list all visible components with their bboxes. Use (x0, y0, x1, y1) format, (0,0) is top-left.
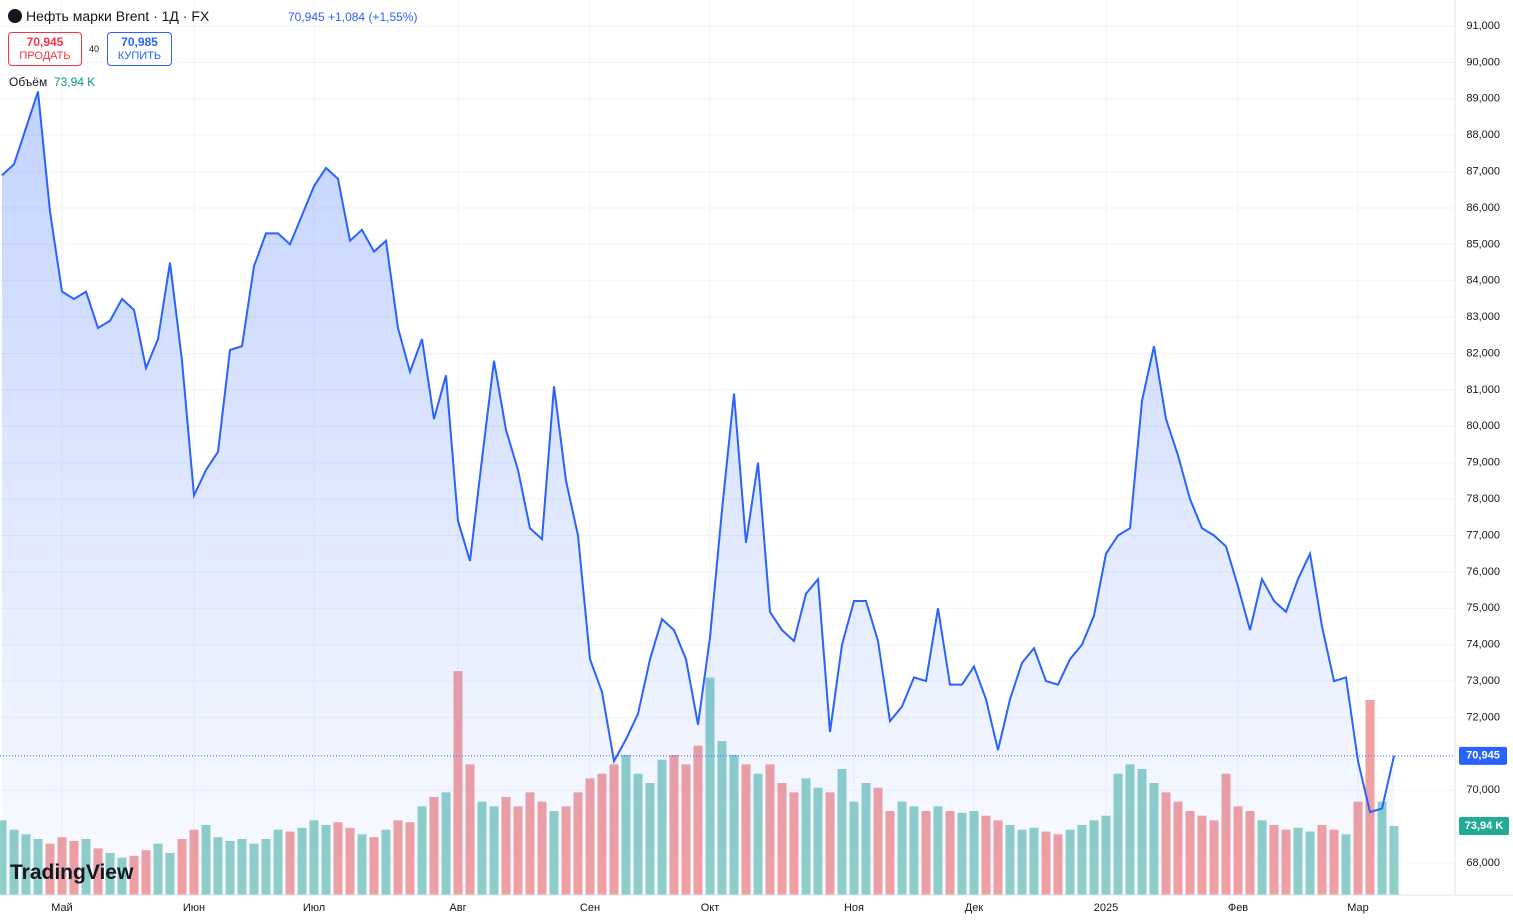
area-fill (2, 91, 1394, 896)
y-tick-label: 76,000 (1466, 566, 1500, 578)
sell-price: 70,945 (26, 35, 64, 49)
volume-title: Объём (9, 75, 48, 89)
y-tick-label: 73,000 (1466, 675, 1500, 687)
y-tick-label: 68,000 (1466, 857, 1500, 869)
price: 70,945 (288, 10, 325, 24)
y-tick-label: 75,000 (1466, 602, 1500, 614)
x-tick-label: Июн (183, 902, 205, 914)
y-tick-label: 74,000 (1466, 639, 1500, 651)
brand: TradingView (10, 861, 133, 885)
volume-bar (1365, 700, 1375, 895)
y-tick-label: 78,000 (1466, 493, 1500, 505)
y-tick-label: 86,000 (1466, 202, 1500, 214)
y-tick-label: 89,000 (1466, 93, 1500, 105)
y-tick-label: 70,000 (1466, 784, 1500, 796)
y-tick-label: 72,000 (1466, 711, 1500, 723)
x-tick-label: Дек (965, 902, 984, 914)
spread: 40 (89, 44, 100, 54)
last-price-tag (1459, 746, 1507, 765)
volume-legend: Объём 73,94 K (9, 75, 95, 89)
buy-price: 70,985 (121, 35, 158, 49)
sell-button[interactable]: 70,945 ПРОДАТЬ (8, 32, 82, 66)
x-tick-label: Ноя (844, 902, 864, 914)
symbol-title[interactable]: Нефть марки Brent · 1Д · FX (8, 8, 209, 24)
price-line (1, 91, 1395, 814)
y-tick-label: 83,000 (1466, 311, 1500, 323)
y-tick-label: 80,000 (1466, 420, 1500, 432)
y-tick-label: 88,000 (1466, 129, 1500, 141)
x-tick-label: Май (51, 902, 73, 914)
x-tick-label: Июл (303, 902, 325, 914)
x-tick-label: Окт (701, 902, 720, 914)
y-tick-label: 91,000 (1466, 20, 1500, 32)
change: +1,084 (328, 10, 366, 24)
y-tick-label: 81,000 (1466, 384, 1500, 396)
brand-text: TradingView (10, 861, 134, 884)
y-tick-label: 87,000 (1466, 165, 1500, 177)
symbol: Нефть марки Brent · 1Д · FX (26, 8, 210, 24)
y-tick-label: 84,000 (1466, 275, 1500, 287)
x-tick-label: Авг (449, 902, 466, 914)
change-pct: (+1,55%) (368, 10, 418, 24)
sell-label: ПРОДАТЬ (19, 50, 71, 62)
quote: 70,945 +1,084 (+1,55%) (288, 10, 417, 24)
last-price-label: 70,945 (1466, 750, 1500, 762)
y-tick-label: 77,000 (1466, 529, 1500, 541)
y-tick-label: 85,000 (1466, 238, 1500, 250)
last-volume-tag (1459, 817, 1509, 836)
x-tick-label: Сен (580, 902, 600, 914)
x-tick-label: 2025 (1094, 902, 1118, 914)
last-volume-label: 73,94 K (1465, 820, 1504, 832)
volume-value: 73,94 K (53, 75, 96, 89)
y-tick-label: 82,000 (1466, 347, 1500, 359)
y-tick-label: 79,000 (1466, 457, 1500, 469)
y-tick-label: 90,000 (1466, 56, 1500, 68)
buy-button[interactable]: 70,985 КУПИТЬ (107, 32, 172, 66)
x-tick-label: Фев (1228, 902, 1248, 914)
x-tick-label: Мар (1347, 902, 1369, 914)
buy-label: КУПИТЬ (117, 50, 162, 62)
